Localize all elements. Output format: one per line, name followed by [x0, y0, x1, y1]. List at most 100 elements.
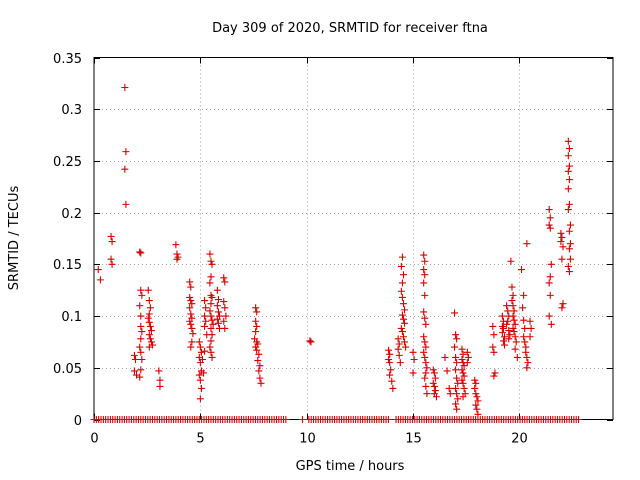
data-point-zero [298, 416, 306, 423]
data-point [130, 367, 138, 375]
data-point [121, 83, 129, 91]
data-point [489, 343, 497, 351]
data-point [432, 393, 440, 401]
data-point [509, 291, 517, 299]
data-point [420, 348, 428, 356]
data-point [458, 376, 466, 384]
data-point [207, 348, 215, 356]
data-point [220, 298, 228, 306]
data-point [545, 206, 553, 214]
data-point [137, 366, 145, 374]
x-tick-label: 20 [511, 432, 528, 447]
data-point [196, 376, 204, 384]
y-axis: 0 0.05 0.1 0.15 0.2 0.25 0.3 0.35 [53, 52, 613, 429]
data-point [499, 337, 507, 345]
data-point [131, 356, 139, 364]
data-point [213, 315, 221, 323]
data-point [565, 268, 573, 276]
data-point [107, 232, 115, 240]
data-point-zero [384, 416, 392, 423]
data-point [138, 356, 146, 364]
data-point [472, 401, 480, 409]
data-point [421, 374, 429, 382]
data-point [430, 369, 438, 377]
data-point [565, 245, 573, 253]
data-point [564, 152, 572, 160]
data-point [156, 376, 164, 384]
data-point [186, 304, 194, 312]
data-point [557, 238, 565, 246]
data-point [221, 278, 229, 286]
data-point [473, 405, 481, 413]
data-point-zero [575, 416, 583, 423]
data-point [464, 353, 472, 361]
data-point [506, 331, 514, 339]
data-point [471, 384, 479, 392]
data-point [509, 324, 517, 332]
data-point [389, 384, 397, 392]
data-point [520, 316, 528, 324]
data-point [252, 317, 260, 325]
data-point [459, 369, 467, 377]
data-point [451, 343, 459, 351]
data-point [387, 366, 395, 374]
data-point [395, 351, 403, 359]
data-point [252, 343, 260, 351]
grid-lines [94, 57, 613, 420]
data-point [460, 384, 468, 392]
data-point [520, 291, 528, 299]
data-point [521, 324, 529, 332]
data-point [430, 382, 438, 390]
data-point [505, 327, 513, 335]
data-point [503, 302, 511, 310]
data-point [421, 291, 429, 299]
data-point [252, 304, 260, 312]
data-point [420, 279, 428, 287]
data-point [471, 376, 479, 384]
data-point [94, 266, 102, 274]
data-point [257, 379, 265, 387]
data-point [186, 278, 194, 286]
y-tick-label: 0.3 [61, 103, 82, 118]
data-point [498, 329, 506, 337]
y-tick-label: 0.25 [53, 155, 82, 170]
data-point [399, 271, 407, 279]
data-point [431, 374, 439, 382]
data-point [460, 372, 468, 380]
data-point [420, 333, 428, 341]
data-point [452, 384, 460, 392]
data-point [451, 309, 459, 317]
data-point [220, 274, 228, 282]
data-point [489, 322, 497, 330]
data-point [222, 312, 230, 320]
x-axis-label: GPS time / hours [296, 459, 405, 474]
data-point [507, 257, 515, 265]
data-point [490, 331, 498, 339]
data-point [545, 279, 553, 287]
data-point [201, 312, 209, 320]
data-point [545, 312, 553, 320]
data-point [409, 369, 417, 377]
data-point [472, 390, 480, 398]
data-point [545, 221, 553, 229]
data-point [221, 304, 229, 312]
data-point [511, 345, 519, 353]
data-point [429, 379, 437, 387]
data-point [559, 243, 567, 251]
data-point [214, 319, 222, 327]
data-point [201, 347, 209, 355]
data-point [256, 362, 264, 370]
data-point [207, 312, 215, 320]
data-point [136, 373, 144, 381]
data-point [137, 322, 145, 330]
x-tick-label: 0 [90, 432, 98, 447]
data-point [499, 324, 507, 332]
data-point [198, 356, 206, 364]
data-point [256, 374, 264, 382]
data-point [187, 320, 195, 328]
data-point [136, 302, 144, 310]
y-tick-label: 0.05 [53, 362, 82, 377]
data-point [421, 314, 429, 322]
data-point [187, 297, 195, 305]
data-point [202, 304, 210, 312]
